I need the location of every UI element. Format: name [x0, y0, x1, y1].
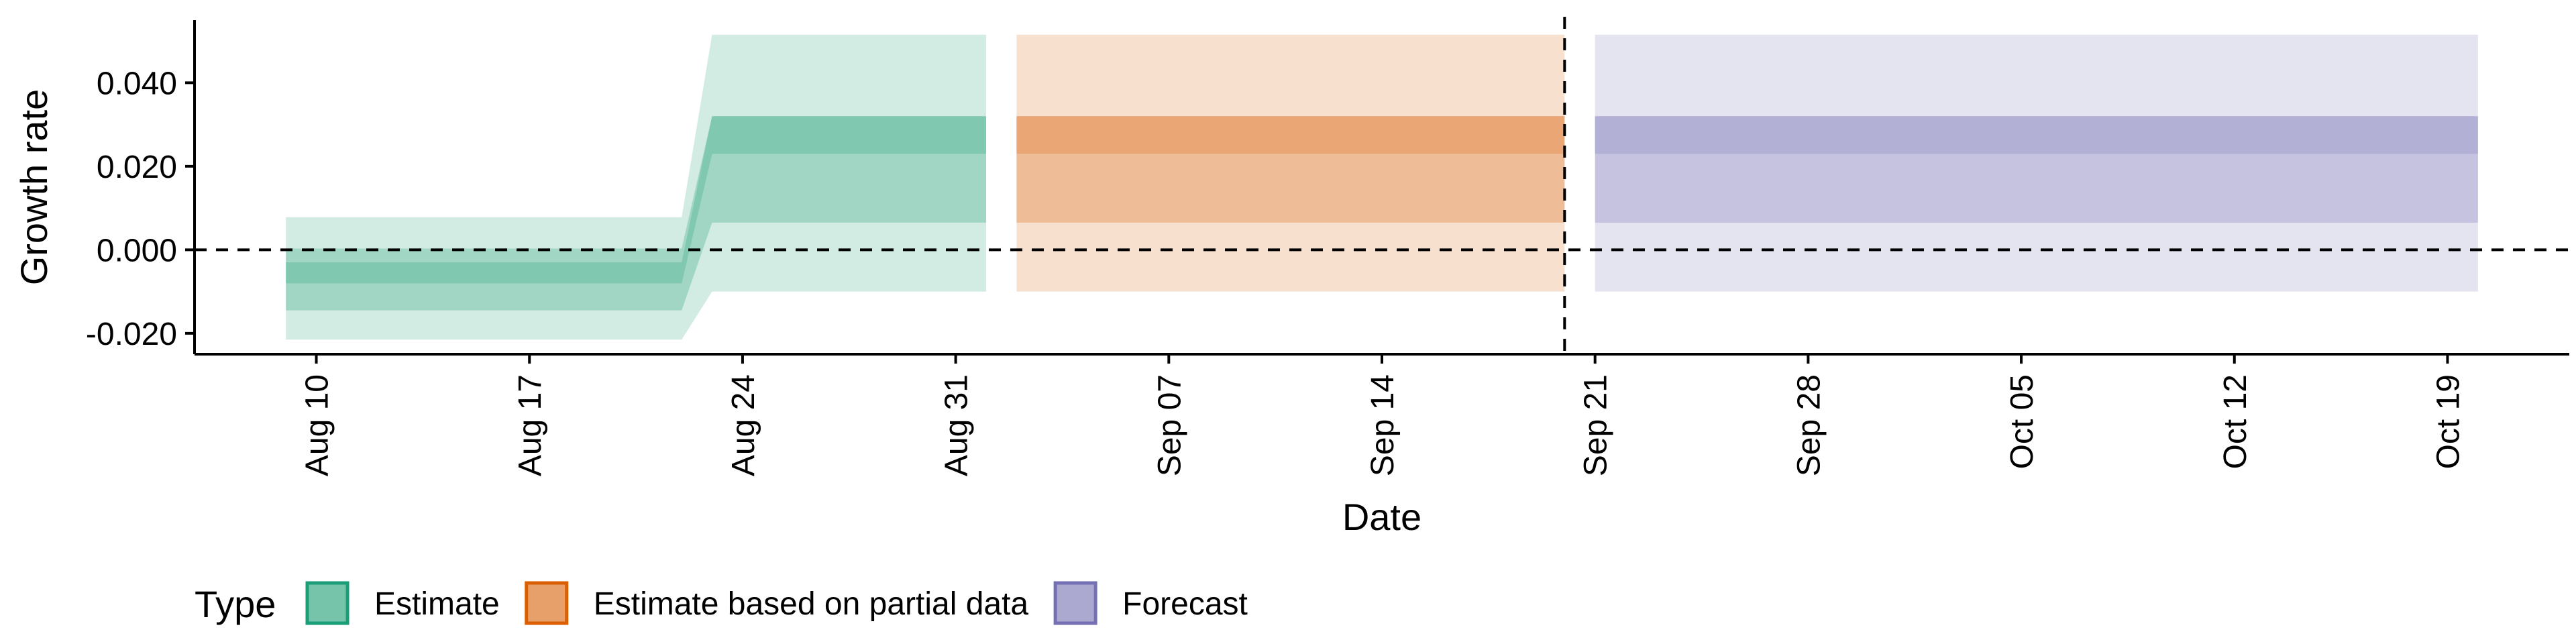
inner-band-forecast: [1595, 116, 2478, 154]
reference-lines: [195, 17, 2569, 354]
x-tick-label: Oct 12: [2218, 374, 2253, 469]
inner-band-estimate-based-on-partial-data: [1016, 116, 1565, 154]
legend-label-estimate: Estimate: [374, 586, 500, 622]
series-estimate: [286, 34, 987, 340]
x-tick-label: Aug 17: [513, 374, 548, 476]
x-tick-label: Oct 05: [2004, 374, 2040, 469]
x-tick-label: Aug 24: [726, 374, 761, 476]
series-forecast: [1595, 34, 2478, 292]
legend-items: Estimate Estimate based on partial data Fo…: [305, 581, 1248, 625]
x-tick-label: Sep 28: [1791, 374, 1827, 476]
legend-key-estimate-based-on-partial-data: [525, 581, 569, 625]
legend-key-estimate: [305, 581, 350, 625]
legend-label-estimate-based-on-partial-data: Estimate based on partial data: [594, 586, 1029, 622]
y-axis-ticks: -0.020 0.000 0.020 0.040: [86, 66, 195, 352]
inner-band-estimate: [286, 116, 987, 284]
ribbons-layer: [286, 34, 2478, 340]
y-axis-title: Growth rate: [13, 89, 55, 286]
x-tick-label: Sep 07: [1152, 374, 1187, 476]
y-tick-label: 0.040: [97, 66, 177, 101]
middle-band-estimate: [286, 116, 987, 311]
legend-title: Type: [195, 583, 276, 625]
x-tick-label: Aug 31: [939, 374, 975, 476]
x-tick-label: Sep 21: [1578, 374, 1614, 476]
legend-label-forecast: Forecast: [1122, 586, 1248, 622]
x-axis-ticks: Aug 10 Aug 17 Aug 24 Aug 31 Sep 07 Sep 14 Sep …: [300, 354, 2466, 476]
legend: Type Estimate Estimate based on partial d…: [195, 581, 1248, 625]
y-tick-label: 0.000: [97, 233, 177, 268]
x-axis-title: Date: [1342, 496, 1421, 538]
y-tick-label: 0.020: [97, 150, 177, 185]
x-tick-label: Aug 10: [300, 374, 335, 476]
x-tick-label: Sep 14: [1365, 374, 1401, 476]
legend-key-forecast: [1053, 581, 1097, 625]
series-estimate-based-on-partial-data: [1016, 34, 1565, 292]
y-tick-label: -0.020: [86, 317, 177, 352]
x-tick-label: Oct 19: [2430, 374, 2466, 469]
